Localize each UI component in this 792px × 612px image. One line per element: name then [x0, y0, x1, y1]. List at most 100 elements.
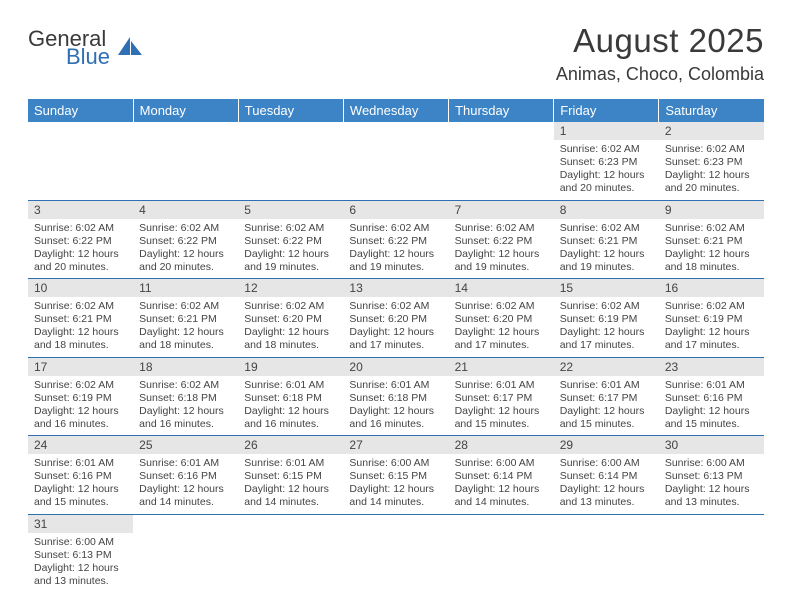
calendar-cell [554, 514, 659, 592]
day-details: Sunrise: 6:02 AMSunset: 6:19 PMDaylight:… [554, 297, 659, 357]
calendar-cell [28, 122, 133, 200]
sail-icon [116, 35, 144, 64]
day-number: 19 [238, 358, 343, 376]
day-details: Sunrise: 6:01 AMSunset: 6:17 PMDaylight:… [554, 376, 659, 436]
day-number: 6 [343, 201, 448, 219]
calendar-cell: 25Sunrise: 6:01 AMSunset: 6:16 PMDayligh… [133, 436, 238, 515]
day-number: 18 [133, 358, 238, 376]
day-details: Sunrise: 6:02 AMSunset: 6:19 PMDaylight:… [28, 376, 133, 436]
calendar-cell [343, 514, 448, 592]
calendar-cell: 31Sunrise: 6:00 AMSunset: 6:13 PMDayligh… [28, 514, 133, 592]
calendar-cell: 13Sunrise: 6:02 AMSunset: 6:20 PMDayligh… [343, 279, 448, 358]
calendar-cell: 30Sunrise: 6:00 AMSunset: 6:13 PMDayligh… [659, 436, 764, 515]
day-number: 2 [659, 122, 764, 140]
day-number: 11 [133, 279, 238, 297]
calendar-week: 24Sunrise: 6:01 AMSunset: 6:16 PMDayligh… [28, 436, 764, 515]
day-details: Sunrise: 6:00 AMSunset: 6:13 PMDaylight:… [28, 533, 133, 593]
day-number: 31 [28, 515, 133, 533]
calendar-cell: 18Sunrise: 6:02 AMSunset: 6:18 PMDayligh… [133, 357, 238, 436]
calendar-cell [449, 122, 554, 200]
day-details: Sunrise: 6:02 AMSunset: 6:23 PMDaylight:… [554, 140, 659, 200]
day-details: Sunrise: 6:02 AMSunset: 6:19 PMDaylight:… [659, 297, 764, 357]
col-saturday: Saturday [659, 99, 764, 122]
day-header-row: Sunday Monday Tuesday Wednesday Thursday… [28, 99, 764, 122]
calendar-cell [133, 514, 238, 592]
day-number: 15 [554, 279, 659, 297]
day-details: Sunrise: 6:02 AMSunset: 6:20 PMDaylight:… [343, 297, 448, 357]
calendar-cell: 16Sunrise: 6:02 AMSunset: 6:19 PMDayligh… [659, 279, 764, 358]
day-details: Sunrise: 6:00 AMSunset: 6:14 PMDaylight:… [449, 454, 554, 514]
calendar-cell: 29Sunrise: 6:00 AMSunset: 6:14 PMDayligh… [554, 436, 659, 515]
calendar-week: 10Sunrise: 6:02 AMSunset: 6:21 PMDayligh… [28, 279, 764, 358]
title-block: August 2025 Animas, Choco, Colombia [556, 22, 764, 85]
day-number: 14 [449, 279, 554, 297]
brand-blue: Blue [66, 46, 110, 68]
day-number: 4 [133, 201, 238, 219]
day-number: 10 [28, 279, 133, 297]
calendar-cell: 5Sunrise: 6:02 AMSunset: 6:22 PMDaylight… [238, 200, 343, 279]
calendar-week: 31Sunrise: 6:00 AMSunset: 6:13 PMDayligh… [28, 514, 764, 592]
day-number: 5 [238, 201, 343, 219]
day-details: Sunrise: 6:02 AMSunset: 6:22 PMDaylight:… [28, 219, 133, 279]
col-sunday: Sunday [28, 99, 133, 122]
day-number: 7 [449, 201, 554, 219]
calendar-cell: 4Sunrise: 6:02 AMSunset: 6:22 PMDaylight… [133, 200, 238, 279]
calendar-week: 1Sunrise: 6:02 AMSunset: 6:23 PMDaylight… [28, 122, 764, 200]
day-details: Sunrise: 6:00 AMSunset: 6:15 PMDaylight:… [343, 454, 448, 514]
brand-logo: General Blue [28, 28, 144, 68]
day-number: 16 [659, 279, 764, 297]
col-wednesday: Wednesday [343, 99, 448, 122]
day-number: 25 [133, 436, 238, 454]
day-details: Sunrise: 6:02 AMSunset: 6:21 PMDaylight:… [659, 219, 764, 279]
day-number: 3 [28, 201, 133, 219]
day-number: 13 [343, 279, 448, 297]
day-details: Sunrise: 6:02 AMSunset: 6:21 PMDaylight:… [28, 297, 133, 357]
calendar-cell: 12Sunrise: 6:02 AMSunset: 6:20 PMDayligh… [238, 279, 343, 358]
day-number: 26 [238, 436, 343, 454]
calendar-week: 17Sunrise: 6:02 AMSunset: 6:19 PMDayligh… [28, 357, 764, 436]
day-number: 28 [449, 436, 554, 454]
day-details: Sunrise: 6:01 AMSunset: 6:18 PMDaylight:… [238, 376, 343, 436]
day-number: 30 [659, 436, 764, 454]
day-number: 22 [554, 358, 659, 376]
calendar-cell: 24Sunrise: 6:01 AMSunset: 6:16 PMDayligh… [28, 436, 133, 515]
calendar-cell: 6Sunrise: 6:02 AMSunset: 6:22 PMDaylight… [343, 200, 448, 279]
day-number: 1 [554, 122, 659, 140]
calendar-cell: 22Sunrise: 6:01 AMSunset: 6:17 PMDayligh… [554, 357, 659, 436]
calendar-cell: 8Sunrise: 6:02 AMSunset: 6:21 PMDaylight… [554, 200, 659, 279]
calendar-cell: 20Sunrise: 6:01 AMSunset: 6:18 PMDayligh… [343, 357, 448, 436]
calendar-cell [659, 514, 764, 592]
calendar-cell [343, 122, 448, 200]
calendar-cell: 2Sunrise: 6:02 AMSunset: 6:23 PMDaylight… [659, 122, 764, 200]
calendar-cell [238, 122, 343, 200]
day-details: Sunrise: 6:00 AMSunset: 6:13 PMDaylight:… [659, 454, 764, 514]
day-details: Sunrise: 6:00 AMSunset: 6:14 PMDaylight:… [554, 454, 659, 514]
col-friday: Friday [554, 99, 659, 122]
calendar-cell [238, 514, 343, 592]
calendar-cell: 28Sunrise: 6:00 AMSunset: 6:14 PMDayligh… [449, 436, 554, 515]
day-details: Sunrise: 6:02 AMSunset: 6:22 PMDaylight:… [343, 219, 448, 279]
calendar-cell [449, 514, 554, 592]
day-details: Sunrise: 6:02 AMSunset: 6:22 PMDaylight:… [449, 219, 554, 279]
month-title: August 2025 [556, 22, 764, 60]
day-details: Sunrise: 6:01 AMSunset: 6:17 PMDaylight:… [449, 376, 554, 436]
day-details: Sunrise: 6:02 AMSunset: 6:21 PMDaylight:… [554, 219, 659, 279]
day-number: 17 [28, 358, 133, 376]
calendar-cell [133, 122, 238, 200]
day-details: Sunrise: 6:01 AMSunset: 6:16 PMDaylight:… [659, 376, 764, 436]
calendar-cell: 14Sunrise: 6:02 AMSunset: 6:20 PMDayligh… [449, 279, 554, 358]
col-monday: Monday [133, 99, 238, 122]
day-details: Sunrise: 6:01 AMSunset: 6:16 PMDaylight:… [133, 454, 238, 514]
day-number: 20 [343, 358, 448, 376]
calendar-cell: 27Sunrise: 6:00 AMSunset: 6:15 PMDayligh… [343, 436, 448, 515]
calendar-cell: 19Sunrise: 6:01 AMSunset: 6:18 PMDayligh… [238, 357, 343, 436]
day-number: 21 [449, 358, 554, 376]
day-number: 12 [238, 279, 343, 297]
col-tuesday: Tuesday [238, 99, 343, 122]
day-details: Sunrise: 6:01 AMSunset: 6:16 PMDaylight:… [28, 454, 133, 514]
calendar-cell: 11Sunrise: 6:02 AMSunset: 6:21 PMDayligh… [133, 279, 238, 358]
day-number: 29 [554, 436, 659, 454]
calendar-cell: 3Sunrise: 6:02 AMSunset: 6:22 PMDaylight… [28, 200, 133, 279]
day-details: Sunrise: 6:02 AMSunset: 6:20 PMDaylight:… [449, 297, 554, 357]
calendar-cell: 10Sunrise: 6:02 AMSunset: 6:21 PMDayligh… [28, 279, 133, 358]
